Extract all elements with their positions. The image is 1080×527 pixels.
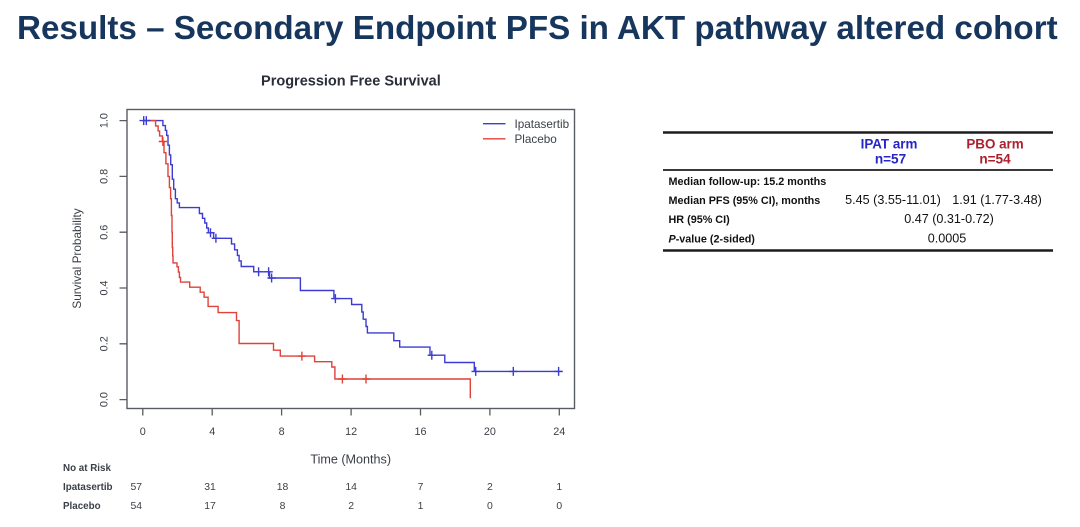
svg-text:1.91 (1.77-3.48): 1.91 (1.77-3.48) (952, 193, 1042, 207)
svg-text:0: 0 (556, 501, 562, 512)
svg-text:Ipatasertib: Ipatasertib (515, 118, 570, 131)
svg-text:0.6: 0.6 (99, 225, 111, 240)
svg-text:Time (Months): Time (Months) (310, 453, 391, 467)
svg-text:31: 31 (204, 482, 216, 493)
svg-text:1.0: 1.0 (99, 113, 111, 128)
svg-text:Survival Probability: Survival Probability (70, 208, 84, 308)
svg-text:n=57: n=57 (875, 152, 906, 167)
svg-text:Median PFS (95% CI), months: Median PFS (95% CI), months (669, 195, 821, 207)
svg-text:14: 14 (345, 482, 357, 493)
svg-text:7: 7 (418, 482, 424, 493)
svg-text:0.2: 0.2 (99, 336, 111, 351)
svg-text:n=54: n=54 (979, 152, 1011, 167)
svg-text:Ipatasertib: Ipatasertib (63, 482, 113, 493)
svg-text:0.0005: 0.0005 (928, 232, 967, 246)
svg-text:PBO arm: PBO arm (966, 137, 1023, 152)
svg-text:0.47 (0.31-0.72): 0.47 (0.31-0.72) (904, 212, 994, 226)
svg-text:2: 2 (348, 501, 354, 512)
svg-text:17: 17 (204, 501, 216, 512)
svg-text:0: 0 (140, 426, 146, 438)
svg-text:57: 57 (131, 482, 143, 493)
svg-text:Progression Free Survival: Progression Free Survival (261, 74, 441, 90)
svg-text:Placebo: Placebo (63, 501, 101, 512)
svg-text:8: 8 (279, 426, 285, 438)
svg-text:Results – Secondary Endpoint P: Results – Secondary Endpoint PFS in AKT … (17, 10, 1058, 47)
svg-text:54: 54 (131, 501, 143, 512)
svg-text:Median follow-up: 15.2 months: Median follow-up: 15.2 months (669, 176, 827, 188)
svg-text:1: 1 (556, 482, 562, 493)
svg-text:20: 20 (484, 426, 496, 438)
svg-text:24: 24 (553, 426, 565, 438)
svg-text:IPAT arm: IPAT arm (861, 137, 918, 152)
svg-text:0.8: 0.8 (99, 169, 111, 184)
svg-text:2: 2 (487, 482, 493, 493)
svg-text:Placebo: Placebo (515, 133, 558, 146)
svg-text:No at Risk: No at Risk (63, 463, 111, 474)
svg-text:16: 16 (414, 426, 426, 438)
svg-text:0.4: 0.4 (99, 280, 111, 295)
svg-text:5.45 (3.55-11.01): 5.45 (3.55-11.01) (845, 193, 941, 207)
svg-text:12: 12 (345, 426, 357, 438)
svg-text:1: 1 (418, 501, 424, 512)
svg-text:0: 0 (487, 501, 493, 512)
svg-text:18: 18 (277, 482, 289, 493)
svg-text:HR (95% CI): HR (95% CI) (669, 214, 731, 226)
svg-text:4: 4 (209, 426, 215, 438)
svg-text:8: 8 (280, 501, 286, 512)
svg-text:P-value (2-sided): P-value (2-sided) (669, 234, 756, 246)
svg-text:0.0: 0.0 (99, 392, 111, 407)
